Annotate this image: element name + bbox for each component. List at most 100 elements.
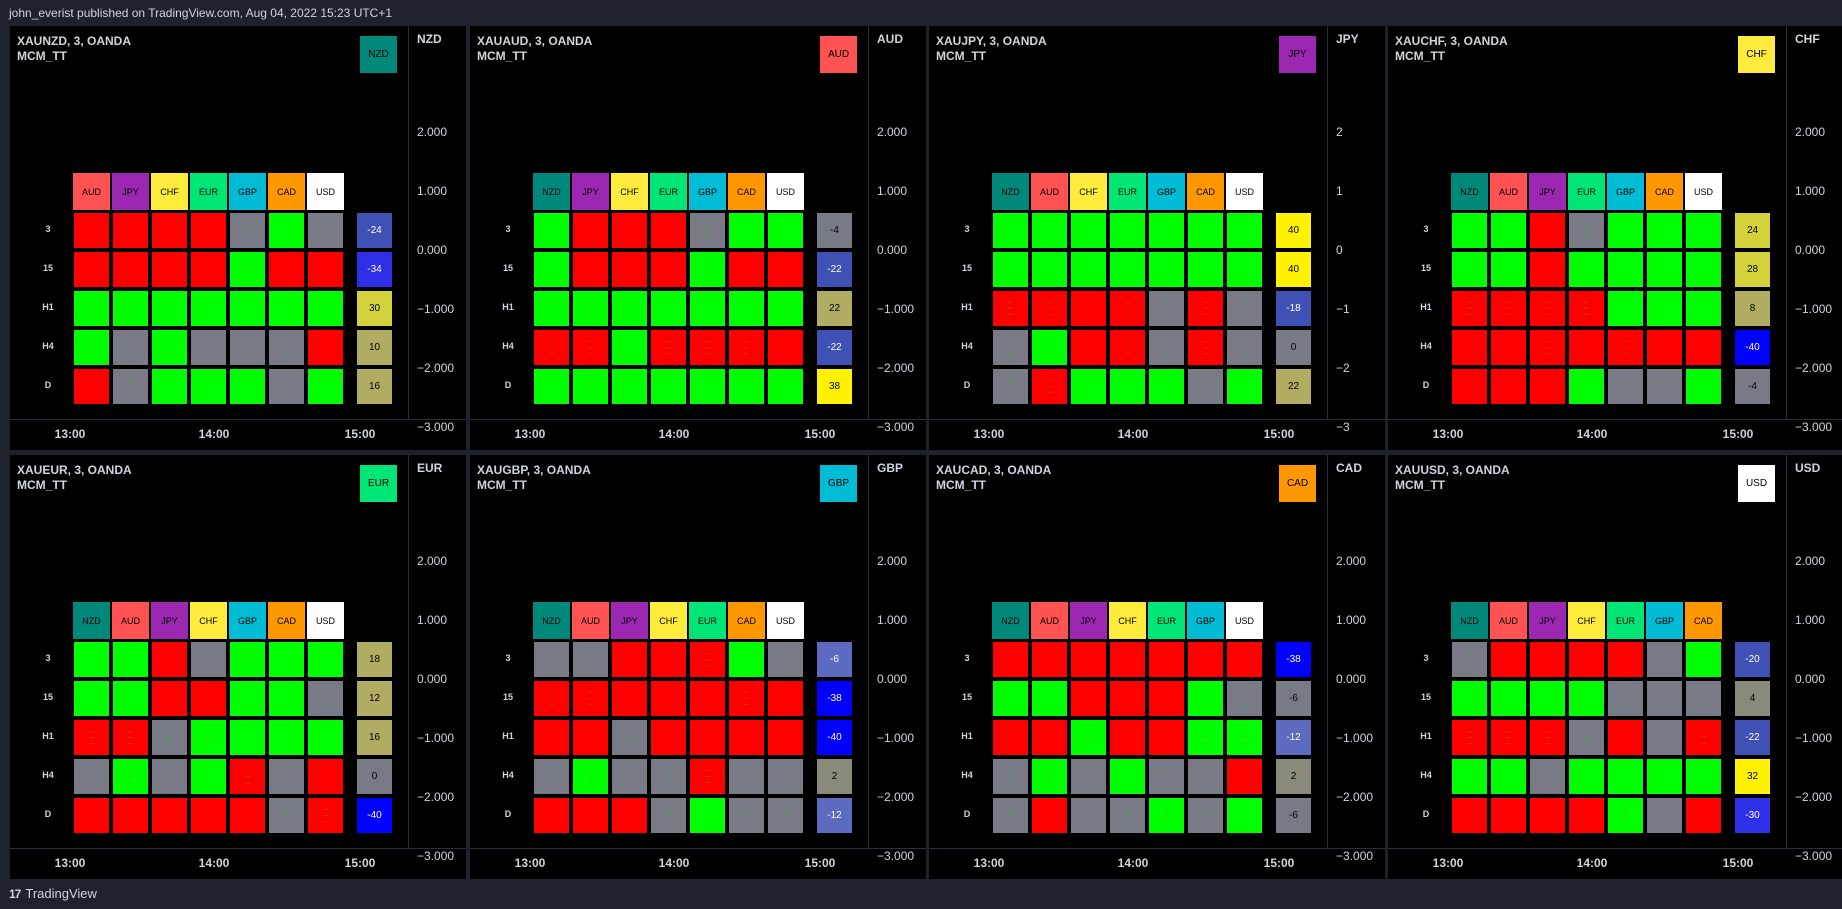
time-tick: 15:00 [804, 427, 836, 441]
price-scale[interactable]: JPY 2 1 0 −1 −2 −3 [1328, 26, 1385, 434]
heatmap-cell [1070, 212, 1107, 249]
heatmap-cell [1031, 680, 1068, 717]
price-scale[interactable]: EUR 2.000 1.000 0.000 −1.000 −2.000 −3.000 [409, 455, 466, 863]
indicator-name[interactable]: MCM_TT [477, 478, 527, 492]
time-scale[interactable]: 13:00 14:00 15:00 [929, 419, 1385, 451]
symbol-title[interactable]: XAUNZD, 3, OANDA [17, 34, 132, 48]
heatmap-cell: ∙∙∙∙ ∙∙∙∙ ∙∙∙∙ [1685, 719, 1722, 756]
indicator-name[interactable]: MCM_TT [936, 49, 986, 63]
cell-marker: ∙∙∙∙ ∙∙∙∙ ∙∙∙∙ [166, 338, 173, 357]
time-tick: 13:00 [1432, 856, 1464, 870]
heatmap-cell [650, 251, 687, 288]
heatmap-header: EUR [190, 173, 227, 210]
heatmap-header: CAD [1685, 602, 1722, 639]
time-scale[interactable]: 13:00 14:00 15:00 [1388, 419, 1842, 451]
heatmap-cell [73, 212, 110, 249]
indicator-name[interactable]: MCM_TT [936, 478, 986, 492]
heatmap-cell: ∙∙∙∙ ∙∙∙∙ ∙∙∙∙ [1187, 680, 1224, 717]
heatmap-header: CAD [728, 173, 765, 210]
heatmap-cell [190, 329, 227, 366]
heatmap-header: NZD [1451, 602, 1488, 639]
symbol-title[interactable]: XAUCHF, 3, OANDA [1395, 34, 1508, 48]
chart-panel[interactable]: XAUAUD, 3, OANDA MCM_TT AUD NZD JPY CHF EUR GBP… [470, 26, 926, 450]
chart-panel[interactable]: XAUUSD, 3, OANDA MCM_TT USD NZD AUD JPY CHF EUR… [1388, 455, 1842, 879]
heatmap-header: USD [1226, 602, 1263, 639]
chart-area[interactable]: XAUGBP, 3, OANDA MCM_TT GBP NZD AUD JPY CHF EUR… [470, 455, 869, 848]
chart-panel[interactable]: XAUCHF, 3, OANDA MCM_TT CHF NZD AUD JPY EUR GBP… [1388, 26, 1842, 450]
chart-panel[interactable]: XAUNZD, 3, OANDA MCM_TT NZD AUD JPY CHF EUR GBP… [10, 26, 466, 450]
chart-area[interactable]: XAUJPY, 3, OANDA MCM_TT JPY NZD AUD CHF EUR GBP… [929, 26, 1328, 419]
cell-marker: ∙∙∙∙ ∙∙∙∙ ∙∙∙∙ [127, 299, 134, 318]
cell-marker: ∙∙∙∙ ∙∙∙∙ ∙∙∙∙ [1046, 767, 1053, 786]
price-tick: 0.000 [417, 672, 448, 686]
heatmap-cell [1451, 212, 1488, 249]
price-scale[interactable]: NZD 2.000 1.000 0.000 −1.000 −2.000 −3.000 [409, 26, 466, 434]
time-tick: 13:00 [973, 856, 1005, 870]
indicator-name[interactable]: MCM_TT [477, 49, 527, 63]
time-scale[interactable]: 13:00 14:00 15:00 [10, 848, 466, 880]
chart-area[interactable]: XAUCAD, 3, OANDA MCM_TT CAD NZD AUD JPY CHF EUR… [929, 455, 1328, 848]
price-scale[interactable]: USD 2.000 1.000 0.000 −1.000 −2.000 −3.000 [1787, 455, 1842, 863]
heatmap-cell [1070, 290, 1107, 327]
heatmap-cell: ∙∙∙∙ ∙∙∙∙ ∙∙∙∙ [992, 368, 1029, 405]
strength-score: -34 [356, 251, 393, 288]
cell-marker: ∙∙∙∙ ∙∙∙∙ ∙∙∙∙ [548, 767, 555, 786]
timeframe-label: H4 [502, 770, 514, 780]
symbol-title[interactable]: XAUEUR, 3, OANDA [17, 463, 132, 477]
symbol-title[interactable]: XAUUSD, 3, OANDA [1395, 463, 1510, 477]
heatmap-cell: ∙∙∙∙ ∙∙∙∙ ∙∙∙∙ [572, 758, 609, 795]
heatmap-cell: ∙∙∙∙ ∙∙∙∙ ∙∙∙∙ [1451, 641, 1488, 678]
heatmap-cell [1490, 368, 1527, 405]
heatmap-cell: ∙∙∙∙ ∙∙∙∙ ∙∙∙∙ [1187, 797, 1224, 834]
chart-panel[interactable]: XAUJPY, 3, OANDA MCM_TT JPY NZD AUD CHF EUR GBP… [929, 26, 1385, 450]
indicator-name[interactable]: MCM_TT [1395, 478, 1445, 492]
cell-marker: ∙∙∙∙ ∙∙∙∙ ∙∙∙∙ [1202, 338, 1209, 357]
timeframe-label: H1 [502, 302, 514, 312]
cell-marker: ∙∙∙∙ ∙∙∙∙ ∙∙∙∙ [1046, 299, 1053, 318]
price-scale[interactable]: GBP 2.000 1.000 0.000 −1.000 −2.000 −3.000 [869, 455, 926, 863]
cell-marker: ∙∙∙∙ ∙∙∙∙ ∙∙∙∙ [166, 728, 173, 747]
heatmap-cell [112, 251, 149, 288]
cell-marker: ∙∙∙∙ ∙∙∙∙ ∙∙∙∙ [1007, 806, 1014, 825]
price-tick: 0.000 [1795, 672, 1826, 686]
price-scale[interactable]: CAD 2.000 1.000 0.000 −1.000 −2.000 −3.000 [1328, 455, 1385, 863]
cell-marker: ∙∙∙∙ ∙∙∙∙ ∙∙∙∙ [1661, 377, 1668, 396]
indicator-name[interactable]: MCM_TT [17, 478, 67, 492]
symbol-title[interactable]: XAUAUD, 3, OANDA [477, 34, 593, 48]
strength-score: 32 [1734, 758, 1771, 795]
chart-area[interactable]: XAUAUD, 3, OANDA MCM_TT AUD NZD JPY CHF EUR GBP… [470, 26, 869, 419]
heatmap-header: JPY [572, 173, 609, 210]
heatmap-cell [728, 251, 765, 288]
symbol-title[interactable]: XAUCAD, 3, OANDA [936, 463, 1052, 477]
heatmap-cell: ∙∙∙∙ ∙∙∙∙ ∙∙∙∙ [572, 290, 609, 327]
time-scale[interactable]: 13:00 14:00 15:00 [470, 848, 926, 880]
chart-area[interactable]: XAUUSD, 3, OANDA MCM_TT USD NZD AUD JPY CHF EUR… [1388, 455, 1787, 848]
chart-panel[interactable]: XAUGBP, 3, OANDA MCM_TT GBP NZD AUD JPY CHF EUR… [470, 455, 926, 879]
price-scale[interactable]: AUD 2.000 1.000 0.000 −1.000 −2.000 −3.000 [869, 26, 926, 434]
heatmap-header: USD [307, 602, 344, 639]
footer-brand[interactable]: 17 TradingView [9, 886, 97, 901]
heatmap-cell: ∙∙∙∙ ∙∙∙∙ ∙∙∙∙ [1031, 758, 1068, 795]
chart-area[interactable]: XAUEUR, 3, OANDA MCM_TT EUR NZD AUD JPY CHF GBP… [10, 455, 409, 848]
chart-area[interactable]: XAUNZD, 3, OANDA MCM_TT NZD AUD JPY CHF EUR GBP… [10, 26, 409, 419]
heatmap-cell [112, 797, 149, 834]
time-scale[interactable]: 13:00 14:00 15:00 [1388, 848, 1842, 880]
heatmap-header: NZD [992, 602, 1029, 639]
time-scale[interactable]: 13:00 14:00 15:00 [929, 848, 1385, 880]
time-scale[interactable]: 13:00 14:00 15:00 [470, 419, 926, 451]
timeframe-label: D [504, 809, 512, 819]
timeframe-label: 3 [1423, 653, 1429, 663]
indicator-name[interactable]: MCM_TT [17, 49, 67, 63]
time-scale[interactable]: 13:00 14:00 15:00 [10, 419, 466, 451]
chart-panel[interactable]: XAUCAD, 3, OANDA MCM_TT CAD NZD AUD JPY CHF EUR… [929, 455, 1385, 879]
indicator-name[interactable]: MCM_TT [1395, 49, 1445, 63]
chart-panel[interactable]: XAUEUR, 3, OANDA MCM_TT EUR NZD AUD JPY CHF GBP… [10, 455, 466, 879]
cell-marker: ∙∙∙∙ ∙∙∙∙ ∙∙∙∙ [1505, 728, 1512, 747]
symbol-title[interactable]: XAUGBP, 3, OANDA [477, 463, 591, 477]
heatmap-cell: ∙∙∙∙ ∙∙∙∙ ∙∙∙∙ [1226, 329, 1263, 366]
symbol-title[interactable]: XAUJPY, 3, OANDA [936, 34, 1047, 48]
price-tick: 2.000 [877, 554, 908, 568]
price-tick: −3.000 [1336, 849, 1374, 863]
price-scale[interactable]: CHF 2.000 1.000 0.000 −1.000 −2.000 −3.000 [1787, 26, 1842, 434]
chart-area[interactable]: XAUCHF, 3, OANDA MCM_TT CHF NZD AUD JPY EUR GBP… [1388, 26, 1787, 419]
